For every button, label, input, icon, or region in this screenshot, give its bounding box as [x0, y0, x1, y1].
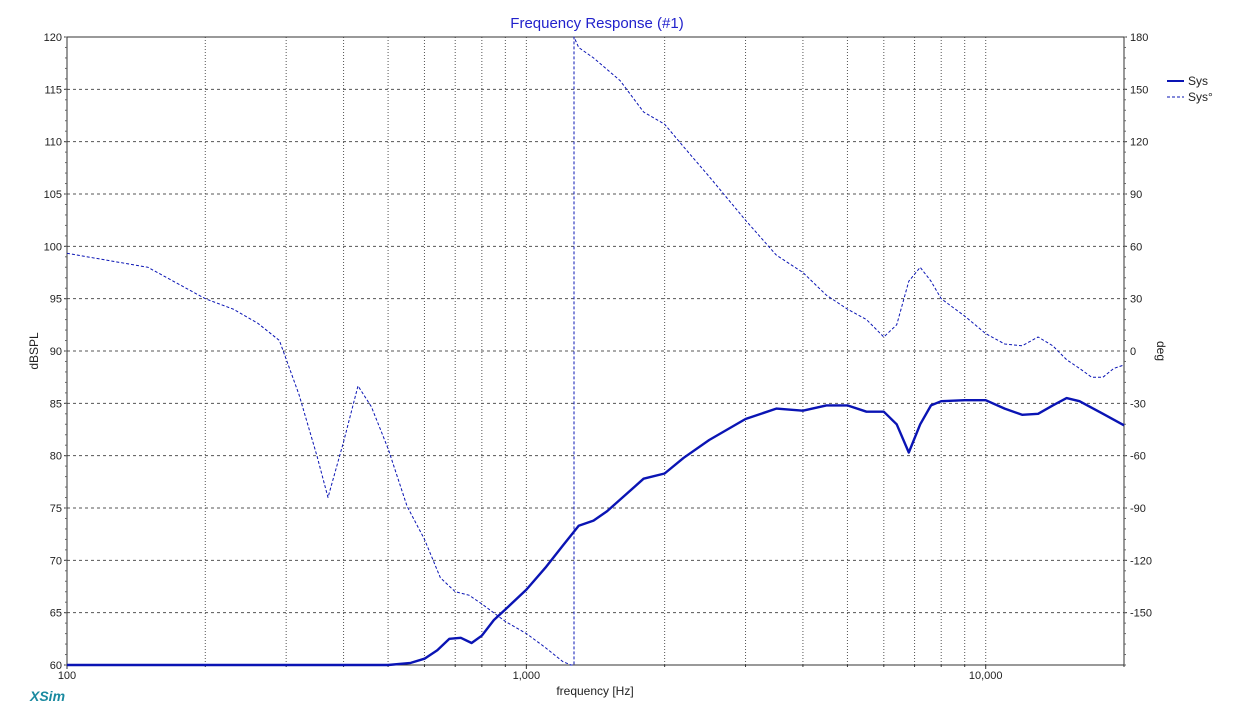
y2-tick-label: 150 [1130, 84, 1148, 96]
y2-tick-label: -60 [1130, 451, 1146, 463]
y2-tick-label: -150 [1130, 608, 1152, 620]
grid-lines [67, 37, 1124, 665]
series-line-sys [67, 396, 1125, 667]
y2-tick-label: -120 [1130, 555, 1152, 567]
x-tick-label: 1,000 [513, 670, 541, 682]
y2-tick-label: 30 [1130, 294, 1142, 306]
y-tick-label: 70 [50, 555, 62, 567]
y2-tick-label: -90 [1130, 503, 1146, 515]
x-axis-label: frequency [Hz] [556, 684, 633, 698]
axis-ticks: 60 65 70 75 80 85 90 95 100 105 110 115 120 -150 -120 -… [44, 32, 1152, 682]
y-tick-label: 65 [50, 608, 62, 620]
y2-axis-label: deg [1154, 341, 1168, 361]
y-tick-label: 80 [50, 451, 62, 463]
y2-tick-label: -30 [1130, 398, 1146, 410]
x-tick-label: 10,000 [969, 670, 1003, 682]
legend-label-sys-phase: Sys° [1188, 90, 1213, 104]
y-tick-label: 120 [44, 32, 62, 44]
brand-logo: XSim [29, 688, 65, 704]
y2-tick-label: 180 [1130, 32, 1148, 44]
x-tick-label: 100 [58, 670, 76, 682]
y-tick-label: 105 [44, 189, 62, 201]
series-layer [66, 36, 1125, 667]
legend: Sys Sys° [1167, 74, 1213, 104]
y-tick-label: 90 [50, 346, 62, 358]
y2-tick-label: 90 [1130, 189, 1142, 201]
y2-tick-label: 60 [1130, 241, 1142, 253]
series-line-sys-phase [66, 36, 1125, 666]
y-tick-label: 60 [50, 660, 62, 672]
chart-title: Frequency Response (#1) [510, 15, 683, 32]
y-tick-label: 75 [50, 503, 62, 515]
legend-label-sys: Sys [1188, 74, 1208, 88]
y-tick-label: 110 [44, 137, 62, 149]
y-tick-label: 115 [44, 84, 62, 96]
y2-tick-label: 120 [1130, 137, 1148, 149]
y-tick-label: 95 [50, 294, 62, 306]
y-axis-label: dBSPL [27, 332, 41, 370]
y-tick-label: 85 [50, 398, 62, 410]
y-tick-label: 100 [44, 241, 62, 253]
y2-tick-label: 0 [1130, 346, 1136, 358]
